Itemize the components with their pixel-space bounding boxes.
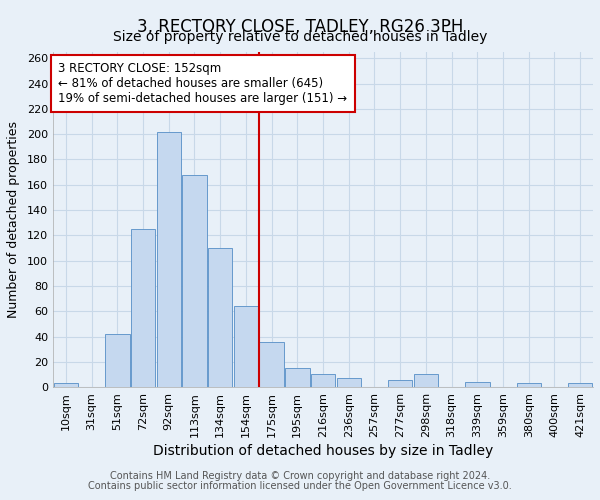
Bar: [208, 248, 232, 387]
Text: Contains public sector information licensed under the Open Government Licence v3: Contains public sector information licen…: [88, 481, 512, 491]
Text: 3, RECTORY CLOSE, TADLEY, RG26 3PH: 3, RECTORY CLOSE, TADLEY, RG26 3PH: [137, 18, 463, 36]
Bar: [259, 342, 284, 387]
Bar: [388, 380, 412, 387]
Bar: [182, 174, 206, 387]
X-axis label: Distribution of detached houses by size in Tadley: Distribution of detached houses by size …: [153, 444, 493, 458]
Bar: [465, 382, 490, 387]
Bar: [311, 374, 335, 387]
Bar: [105, 334, 130, 387]
Text: Contains HM Land Registry data © Crown copyright and database right 2024.: Contains HM Land Registry data © Crown c…: [110, 471, 490, 481]
Bar: [285, 368, 310, 387]
Text: 3 RECTORY CLOSE: 152sqm
← 81% of detached houses are smaller (645)
19% of semi-d: 3 RECTORY CLOSE: 152sqm ← 81% of detache…: [58, 62, 347, 105]
Y-axis label: Number of detached properties: Number of detached properties: [7, 121, 20, 318]
Bar: [517, 384, 541, 387]
Bar: [337, 378, 361, 387]
Bar: [157, 132, 181, 387]
Bar: [568, 384, 592, 387]
Text: Size of property relative to detached houses in Tadley: Size of property relative to detached ho…: [113, 30, 487, 44]
Bar: [233, 306, 258, 387]
Bar: [53, 384, 78, 387]
Bar: [131, 229, 155, 387]
Bar: [413, 374, 438, 387]
